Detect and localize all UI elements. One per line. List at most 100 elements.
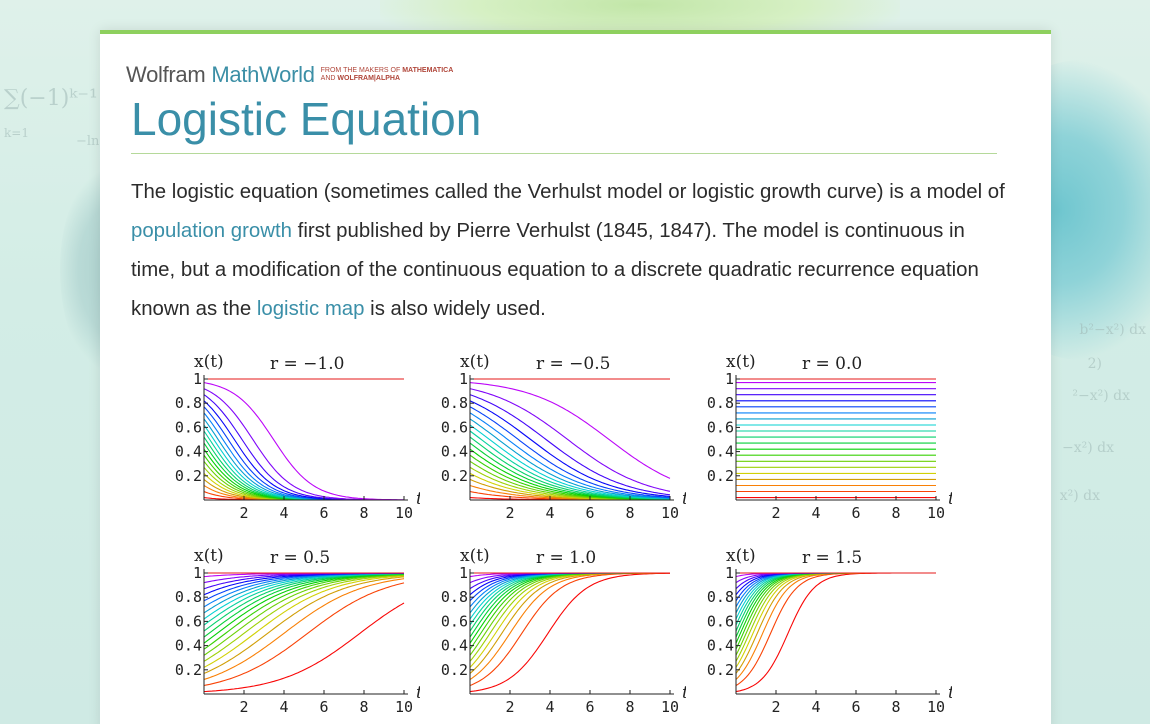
- y-tick-label: 0.4: [441, 443, 468, 461]
- tagline-line2: AND: [320, 75, 338, 82]
- y-axis-label: x(t): [726, 354, 756, 372]
- series-line: [203, 574, 405, 656]
- y-tick-label: 0.2: [441, 467, 468, 485]
- x-tick-label: 10: [661, 698, 679, 716]
- paragraph-text: is also widely used.: [364, 298, 546, 320]
- series-line: [203, 602, 405, 693]
- page-title: Logistic Equation: [131, 93, 482, 145]
- x-axis-label: t: [682, 489, 686, 509]
- series-line: [735, 572, 936, 608]
- x-tick-label: 10: [661, 504, 679, 522]
- series-line: [735, 572, 936, 602]
- logistic-plot-svg: 2 4 6 8 10 1 0.8 0.6 0.4 0.2 x(t) r = 1.5 t: [707, 548, 952, 716]
- y-axis-label: x(t): [194, 548, 224, 566]
- y-tick-label: 0.2: [707, 661, 734, 679]
- background-formula: ²−x²) dx: [1072, 388, 1130, 404]
- intro-paragraph: The logistic equation (sometimes called …: [131, 173, 1011, 329]
- tagline-line1: FROM THE MAKERS OF: [320, 67, 403, 74]
- y-tick-label: 1: [459, 564, 468, 582]
- series-line: [469, 406, 671, 498]
- x-tick-label: 10: [927, 504, 945, 522]
- series-line: [469, 400, 671, 497]
- series-line: [203, 573, 405, 638]
- series-line: [203, 382, 404, 501]
- series-line: [203, 412, 404, 501]
- x-axis-label: t: [416, 489, 420, 509]
- series-line: [203, 400, 404, 501]
- series-line: [203, 574, 405, 662]
- tagline-wolframalpha: WOLFRAM|ALPHA: [337, 75, 401, 82]
- background-formula: −ln: [76, 134, 100, 149]
- plot-title: r = 1.0: [536, 548, 596, 568]
- x-tick-label: 8: [625, 504, 634, 522]
- series-line: [469, 572, 670, 693]
- series-line: [469, 382, 671, 479]
- y-tick-label: 0.4: [707, 637, 734, 655]
- y-tick-label: 0.8: [707, 394, 734, 412]
- mathworld-logo[interactable]: Wolfram MathWorld FROM THE MAKERS OF MAT…: [126, 62, 453, 88]
- x-tick-label: 8: [891, 504, 900, 522]
- y-tick-label: 0.2: [175, 467, 202, 485]
- paragraph-text: first published by Pierre Verhulst (1845…: [131, 220, 979, 320]
- x-axis-label: t: [416, 683, 420, 703]
- plot-r-0: 2 4 6 8 10 1 0.8 0.6 0.4 0.2 x(t) r = 0.0 t: [692, 354, 952, 544]
- y-tick-label: 0.8: [175, 394, 202, 412]
- plot-title: r = −1.0: [270, 354, 344, 374]
- y-tick-label: 0.6: [175, 612, 202, 630]
- plot-r-15: 2 4 6 8 10 1 0.8 0.6 0.4 0.2 x(t) r = 1.5 t: [692, 548, 952, 724]
- series-line: [203, 430, 404, 501]
- background-formula: x²) dx: [1059, 488, 1100, 504]
- y-tick-label: 0.6: [175, 418, 202, 436]
- series-line: [203, 582, 405, 687]
- series-line: [469, 418, 671, 499]
- paragraph-text: The logistic equation (sometimes called …: [131, 181, 1005, 203]
- series-line: [203, 575, 405, 668]
- series-line: [203, 576, 405, 674]
- logistic-plot-svg: 2 4 6 8 10 1 0.8 0.6 0.4 0.2 x(t) r = 0.0 t: [707, 354, 952, 522]
- x-tick-label: 2: [239, 504, 248, 522]
- y-tick-label: 0.4: [441, 637, 468, 655]
- series-line: [469, 394, 671, 496]
- x-tick-label: 8: [359, 504, 368, 522]
- x-tick-label: 6: [585, 504, 594, 522]
- y-tick-label: 1: [725, 564, 734, 582]
- x-tick-label: 4: [279, 698, 288, 716]
- y-axis-label: x(t): [460, 548, 490, 566]
- x-tick-label: 10: [395, 504, 413, 522]
- x-tick-label: 6: [319, 504, 328, 522]
- plot-r-1: 2 4 6 8 10 1 0.8 0.6 0.4 0.2 x(t) r = 1.0 t: [426, 548, 686, 724]
- series-line: [735, 572, 936, 650]
- logistic-plot-svg: 2 4 6 8 10 1 0.8 0.6 0.4 0.2 x(t) r = 0.5 t: [175, 548, 420, 716]
- x-tick-label: 2: [505, 698, 514, 716]
- y-tick-label: 0.6: [441, 612, 468, 630]
- y-tick-label: 0.2: [707, 467, 734, 485]
- logistic-plot-svg: 2 4 6 8 10 1 0.8 0.6 0.4 0.2 x(t) r = −1.0 t: [175, 354, 420, 522]
- background-formula: ∑(−1)ᵏ⁻¹: [4, 86, 98, 111]
- y-axis-label: x(t): [726, 548, 756, 566]
- title-divider: [131, 153, 997, 154]
- x-tick-label: 4: [811, 698, 820, 716]
- x-tick-label: 4: [279, 504, 288, 522]
- background-formula: b²−x²) dx: [1079, 322, 1146, 338]
- y-tick-label: 1: [725, 370, 734, 388]
- y-tick-label: 0.6: [707, 612, 734, 630]
- logo-wolfram-text: Wolfram: [126, 62, 206, 87]
- x-tick-label: 8: [359, 698, 368, 716]
- logistic-plot-svg: 2 4 6 8 10 1 0.8 0.6 0.4 0.2 x(t) r = −0.5 t: [441, 354, 686, 522]
- population-growth-link[interactable]: population growth: [131, 220, 292, 242]
- plot-r-neg05: 2 4 6 8 10 1 0.8 0.6 0.4 0.2 x(t) r = −0.5 t: [426, 354, 686, 544]
- x-axis-label: t: [948, 489, 952, 509]
- x-tick-label: 6: [585, 698, 594, 716]
- series-line: [469, 424, 671, 500]
- content-card: Wolfram MathWorld FROM THE MAKERS OF MAT…: [100, 30, 1051, 724]
- logo-tagline: FROM THE MAKERS OF MATHEMATICA AND WOLFR…: [321, 67, 454, 83]
- y-tick-label: 0.2: [175, 661, 202, 679]
- y-tick-label: 0.8: [175, 588, 202, 606]
- series-line: [735, 572, 936, 686]
- background-formula: −x²) dx: [1061, 440, 1114, 456]
- logistic-map-link[interactable]: logistic map: [256, 298, 365, 320]
- background-formula: 2): [1087, 356, 1102, 372]
- series-line: [203, 573, 404, 650]
- logistic-plot-svg: 2 4 6 8 10 1 0.8 0.6 0.4 0.2 x(t) r = 1.0 t: [441, 548, 686, 716]
- x-tick-label: 2: [771, 504, 780, 522]
